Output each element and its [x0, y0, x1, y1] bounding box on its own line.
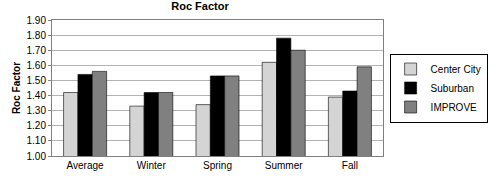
svg-text:IMPROVE: IMPROVE — [431, 102, 477, 113]
svg-text:Roc Factor: Roc Factor — [11, 62, 22, 114]
svg-text:1.20: 1.20 — [27, 120, 47, 131]
svg-text:1.00: 1.00 — [27, 151, 47, 162]
svg-text:1.10: 1.10 — [27, 135, 47, 146]
svg-text:Summer: Summer — [265, 160, 303, 171]
svg-text:Spring: Spring — [203, 160, 232, 171]
svg-text:1.90: 1.90 — [27, 15, 47, 26]
svg-text:1.30: 1.30 — [27, 105, 47, 116]
svg-text:Center City: Center City — [431, 64, 481, 75]
svg-text:1.50: 1.50 — [27, 75, 47, 86]
svg-text:1.60: 1.60 — [27, 60, 47, 71]
svg-text:Roc Factor: Roc Factor — [171, 0, 229, 12]
svg-text:Fall: Fall — [342, 160, 358, 171]
svg-text:1.40: 1.40 — [27, 90, 47, 101]
svg-text:1.70: 1.70 — [27, 45, 47, 56]
svg-text:Average: Average — [67, 160, 105, 171]
svg-text:1.80: 1.80 — [27, 30, 47, 41]
svg-text:Winter: Winter — [137, 160, 167, 171]
svg-text:Suburban: Suburban — [431, 83, 474, 94]
